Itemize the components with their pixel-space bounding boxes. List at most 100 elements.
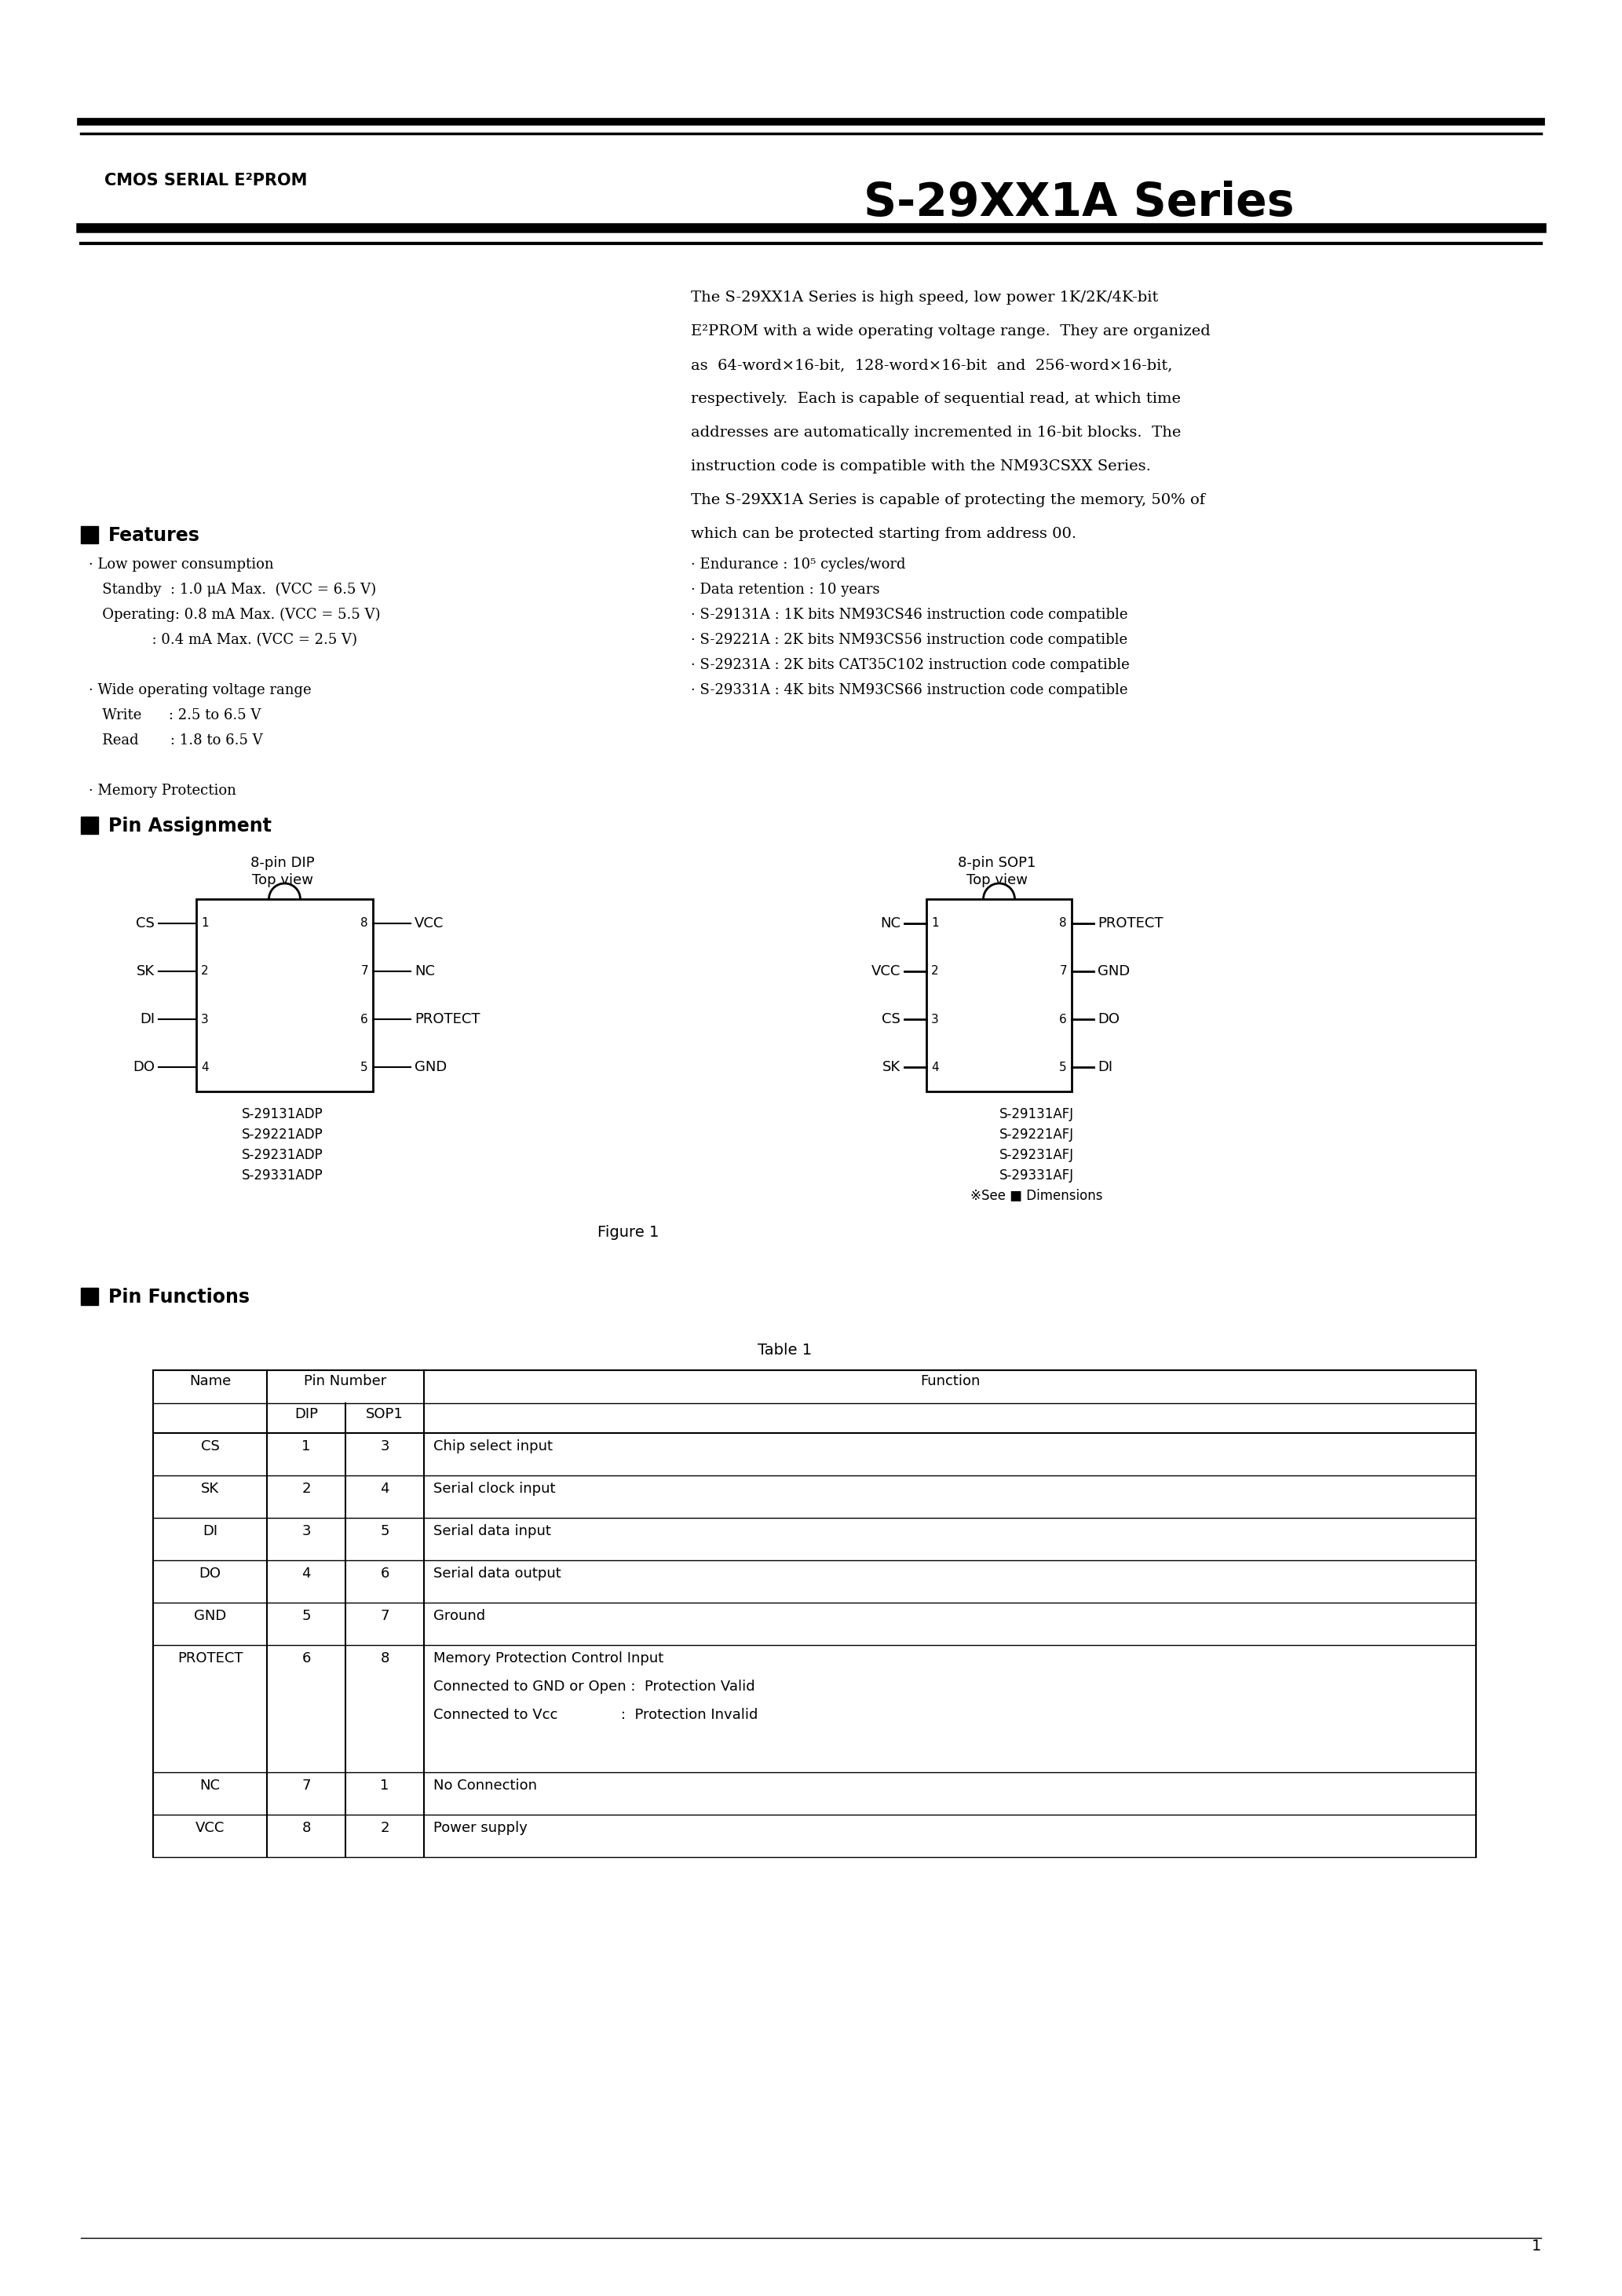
Text: VCC: VCC — [871, 964, 900, 978]
Text: Serial clock input: Serial clock input — [433, 1481, 555, 1497]
Text: 8: 8 — [302, 1821, 311, 1835]
Text: Chip select input: Chip select input — [433, 1440, 553, 1453]
Text: 2: 2 — [302, 1481, 311, 1497]
Text: 5: 5 — [1059, 1061, 1067, 1072]
Text: 1: 1 — [1531, 2239, 1541, 2255]
Text: Standby  : 1.0 μA Max.  (VCC = 6.5 V): Standby : 1.0 μA Max. (VCC = 6.5 V) — [89, 583, 376, 597]
Bar — [926, 900, 1072, 1091]
Text: CS: CS — [136, 916, 154, 930]
Text: ※See ■ Dimensions: ※See ■ Dimensions — [970, 1189, 1103, 1203]
Text: CS: CS — [201, 1440, 219, 1453]
Text: 4: 4 — [201, 1061, 209, 1072]
Text: Memory Protection Control Input: Memory Protection Control Input — [433, 1651, 663, 1665]
Text: NC: NC — [200, 1779, 221, 1793]
Text: DI: DI — [203, 1525, 217, 1538]
Text: 2: 2 — [380, 1821, 389, 1835]
Text: Pin Assignment: Pin Assignment — [109, 817, 271, 836]
Text: 5: 5 — [380, 1525, 389, 1538]
Text: 7: 7 — [360, 964, 368, 978]
Text: Serial data output: Serial data output — [433, 1566, 561, 1580]
Text: respectively.  Each is capable of sequential read, at which time: respectively. Each is capable of sequent… — [691, 393, 1181, 406]
Text: · S-29221A : 2K bits NM93CS56 instruction code compatible: · S-29221A : 2K bits NM93CS56 instructio… — [691, 634, 1127, 647]
Text: Top view: Top view — [967, 872, 1028, 886]
Text: 7: 7 — [380, 1609, 389, 1623]
Text: DO: DO — [1098, 1013, 1119, 1026]
Text: The S-29XX1A Series is high speed, low power 1K/2K/4K-bit: The S-29XX1A Series is high speed, low p… — [691, 292, 1158, 305]
Text: 5: 5 — [360, 1061, 368, 1072]
Text: DO: DO — [200, 1566, 221, 1580]
Text: Ground: Ground — [433, 1609, 485, 1623]
Text: 1: 1 — [201, 916, 209, 930]
Text: VCC: VCC — [195, 1821, 225, 1835]
Text: 1: 1 — [931, 916, 939, 930]
Text: GND: GND — [1098, 964, 1131, 978]
Text: Top view: Top view — [251, 872, 313, 886]
Text: Write      : 2.5 to 6.5 V: Write : 2.5 to 6.5 V — [89, 707, 261, 723]
Text: 3: 3 — [931, 1013, 939, 1026]
Text: 8: 8 — [1059, 916, 1067, 930]
Text: NC: NC — [415, 964, 435, 978]
Text: CMOS SERIAL E²PROM: CMOS SERIAL E²PROM — [104, 172, 307, 188]
Text: VCC: VCC — [415, 916, 444, 930]
Text: 6: 6 — [302, 1651, 311, 1665]
Text: 4: 4 — [380, 1481, 389, 1497]
Text: Power supply: Power supply — [433, 1821, 527, 1835]
Text: S-29131ADP: S-29131ADP — [242, 1107, 323, 1120]
Text: Read       : 1.8 to 6.5 V: Read : 1.8 to 6.5 V — [89, 732, 263, 748]
Text: 8-pin SOP1: 8-pin SOP1 — [959, 856, 1036, 870]
Text: Features: Features — [109, 526, 200, 544]
Text: Serial data input: Serial data input — [433, 1525, 551, 1538]
Text: S-29XX1A Series: S-29XX1A Series — [863, 181, 1294, 225]
Text: GND: GND — [193, 1609, 225, 1623]
Text: Figure 1: Figure 1 — [597, 1226, 659, 1240]
Text: 6: 6 — [360, 1013, 368, 1026]
Text: 5: 5 — [302, 1609, 311, 1623]
Text: DO: DO — [133, 1061, 154, 1075]
Text: Operating: 0.8 mA Max. (VCC = 5.5 V): Operating: 0.8 mA Max. (VCC = 5.5 V) — [89, 608, 381, 622]
Text: : 0.4 mA Max. (VCC = 2.5 V): : 0.4 mA Max. (VCC = 2.5 V) — [89, 634, 357, 647]
Text: DIP: DIP — [295, 1407, 318, 1421]
Text: PROTECT: PROTECT — [415, 1013, 480, 1026]
Text: 3: 3 — [302, 1525, 311, 1538]
Text: CS: CS — [882, 1013, 900, 1026]
Text: S-29331AFJ: S-29331AFJ — [999, 1169, 1074, 1182]
Text: GND: GND — [415, 1061, 448, 1075]
Text: Table 1: Table 1 — [757, 1343, 813, 1357]
Text: 7: 7 — [1059, 964, 1067, 978]
Text: 4: 4 — [931, 1061, 939, 1072]
Text: PROTECT: PROTECT — [1098, 916, 1163, 930]
Text: The S-29XX1A Series is capable of protecting the memory, 50% of: The S-29XX1A Series is capable of protec… — [691, 494, 1205, 507]
Text: Pin Number: Pin Number — [305, 1373, 386, 1389]
Text: S-29231AFJ: S-29231AFJ — [999, 1148, 1074, 1162]
Text: · Low power consumption: · Low power consumption — [89, 558, 274, 572]
Bar — [81, 1288, 99, 1304]
Text: S-29331ADP: S-29331ADP — [242, 1169, 323, 1182]
Bar — [81, 817, 99, 833]
Text: addresses are automatically incremented in 16-bit blocks.  The: addresses are automatically incremented … — [691, 425, 1181, 441]
Text: E²PROM with a wide operating voltage range.  They are organized: E²PROM with a wide operating voltage ran… — [691, 324, 1210, 338]
Text: · S-29131A : 1K bits NM93CS46 instruction code compatible: · S-29131A : 1K bits NM93CS46 instructio… — [691, 608, 1127, 622]
Text: · Memory Protection: · Memory Protection — [89, 783, 237, 797]
Text: · Data retention : 10 years: · Data retention : 10 years — [691, 583, 879, 597]
Text: 3: 3 — [380, 1440, 389, 1453]
Text: S-29221ADP: S-29221ADP — [242, 1127, 323, 1141]
Text: 3: 3 — [201, 1013, 209, 1026]
Text: Name: Name — [190, 1373, 230, 1389]
Text: No Connection: No Connection — [433, 1779, 537, 1793]
Text: SK: SK — [882, 1061, 900, 1075]
Text: 1: 1 — [302, 1440, 311, 1453]
Text: 2: 2 — [931, 964, 939, 978]
Text: S-29231ADP: S-29231ADP — [242, 1148, 323, 1162]
Text: SK: SK — [201, 1481, 219, 1497]
Text: S-29221AFJ: S-29221AFJ — [999, 1127, 1074, 1141]
Text: · Endurance : 10⁵ cycles/word: · Endurance : 10⁵ cycles/word — [691, 558, 905, 572]
Text: DI: DI — [1098, 1061, 1113, 1075]
Text: · S-29231A : 2K bits CAT35C102 instruction code compatible: · S-29231A : 2K bits CAT35C102 instructi… — [691, 659, 1129, 673]
Text: PROTECT: PROTECT — [177, 1651, 243, 1665]
Text: as  64-word×16-bit,  128-word×16-bit  and  256-word×16-bit,: as 64-word×16-bit, 128-word×16-bit and 2… — [691, 358, 1173, 372]
Text: 8-pin DIP: 8-pin DIP — [250, 856, 315, 870]
Text: DI: DI — [139, 1013, 154, 1026]
Text: 4: 4 — [302, 1566, 311, 1580]
Bar — [196, 900, 373, 1091]
Text: Pin Functions: Pin Functions — [109, 1288, 250, 1306]
